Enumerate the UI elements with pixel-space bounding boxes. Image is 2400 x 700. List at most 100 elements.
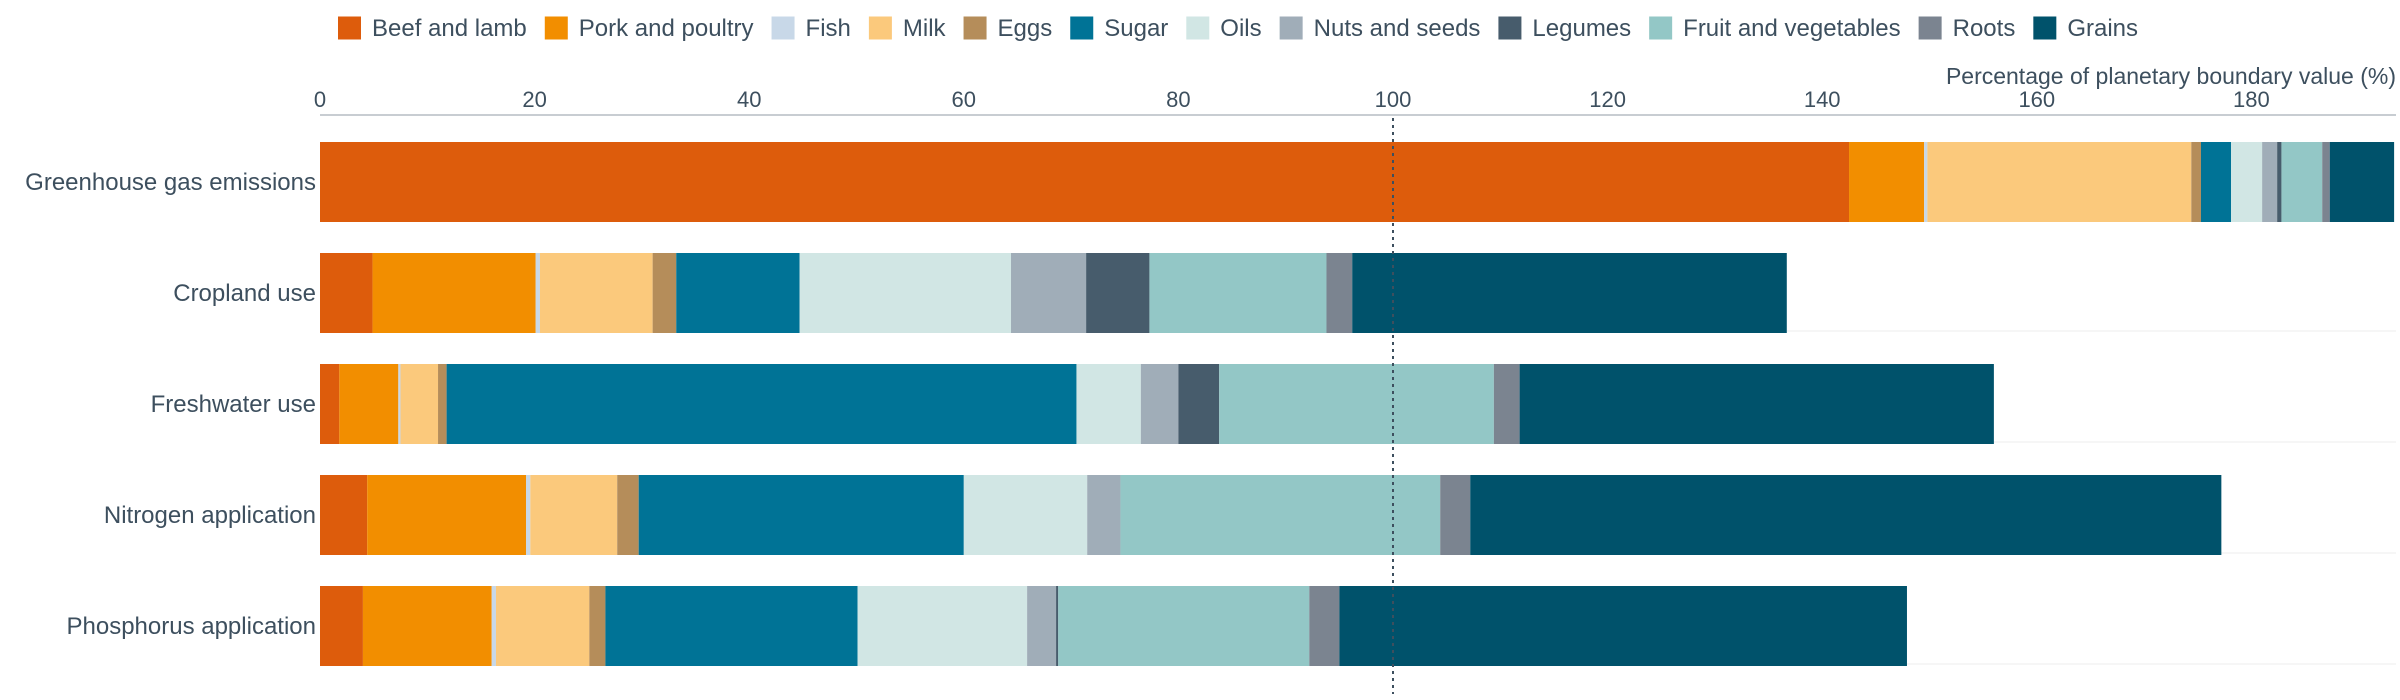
bar-segment-milk [539, 253, 653, 333]
bar-segment-milk [1927, 142, 2192, 222]
bar-segment-sugar [638, 475, 964, 555]
legend-swatch-grains [2033, 16, 2057, 40]
x-tick-label: 0 [314, 87, 326, 112]
legend: Beef and lamb Pork and poultry Fish Milk Egg… [338, 15, 2138, 42]
bar-segment-sugar [2200, 142, 2232, 222]
bar-segment-roots [1326, 253, 1353, 333]
x-tick-label: 20 [522, 87, 546, 112]
bar-segment-nuts-and-seeds [1011, 253, 1087, 333]
bar-segment-beef-and-lamb [320, 364, 340, 444]
bar-segment-grains [1519, 364, 1994, 444]
bar-segment-fish [1924, 142, 1928, 222]
bar-segment-milk [400, 364, 439, 444]
bar-segment-legumes [1178, 364, 1220, 444]
bar-segment-fish [398, 364, 401, 444]
legend-label-oils: Oils [1220, 15, 1261, 42]
x-tick-label: 60 [952, 87, 976, 112]
bar-segment-legumes [2277, 142, 2282, 222]
x-tick-label: 80 [1166, 87, 1190, 112]
legend-swatch-roots [1918, 16, 1942, 40]
x-axis: Percentage of planetary boundary value (… [314, 63, 2396, 116]
bar-segment-eggs [652, 253, 677, 333]
legend-swatch-oils [1186, 16, 1210, 40]
bar-segment-grains [1339, 586, 1907, 666]
bar-segment-fruit-and-vegetables [2281, 142, 2323, 222]
x-tick-label: 160 [2018, 87, 2055, 112]
bar-segment-legumes [1056, 586, 1059, 666]
legend-label-beef-and-lamb: Beef and lamb [372, 15, 527, 42]
legend-label-roots: Roots [1953, 15, 2016, 42]
legend-label-milk: Milk [903, 15, 947, 42]
bar-segment-beef-and-lamb [320, 586, 363, 666]
legend-swatch-fruit-and-vegetables [1649, 16, 1673, 40]
bar-segment-fish [491, 586, 496, 666]
bar-segment-beef-and-lamb [320, 142, 1850, 222]
bar-segment-milk [495, 586, 590, 666]
bar-segment-roots [1309, 586, 1340, 666]
x-tick-label: 40 [737, 87, 761, 112]
bar-segment-beef-and-lamb [320, 475, 368, 555]
bar-segment-pork-and-poultry [362, 586, 492, 666]
bar-segment-fruit-and-vegetables [1120, 475, 1441, 555]
legend-label-nuts-and-seeds: Nuts and seeds [1314, 15, 1481, 42]
bar-segment-oils [963, 475, 1088, 555]
category-label: Greenhouse gas emissions [25, 169, 316, 196]
bar-segment-milk [530, 475, 618, 555]
category-label: Nitrogen application [104, 502, 316, 529]
bar-segment-pork-and-poultry [339, 364, 399, 444]
bar-segment-sugar [605, 586, 858, 666]
bar-segment-roots [1440, 475, 1471, 555]
legend-swatch-fish [771, 16, 795, 40]
bar-segment-oils [857, 586, 1028, 666]
bar-segment-oils [2231, 142, 2263, 222]
legend-label-pork-and-poultry: Pork and poultry [579, 15, 754, 42]
legend-label-fish: Fish [806, 15, 851, 42]
bar-segment-nuts-and-seeds [1087, 475, 1121, 555]
legend-swatch-milk [868, 16, 892, 40]
x-tick-label: 140 [1804, 87, 1841, 112]
bar-segment-fish [526, 475, 531, 555]
category-labels: Greenhouse gas emissions Cropland use Fres… [25, 169, 316, 640]
category-label: Freshwater use [151, 391, 316, 418]
bar-segment-nuts-and-seeds [2262, 142, 2278, 222]
x-tick-label: 120 [1589, 87, 1626, 112]
bar-segment-legumes [1086, 253, 1150, 333]
x-axis-title: Percentage of planetary boundary value (… [1946, 63, 2396, 89]
legend-label-fruit-and-vegetables: Fruit and vegetables [1683, 15, 1900, 42]
bar-segment-roots [1493, 364, 1520, 444]
bar-segment-fruit-and-vegetables [1149, 253, 1327, 333]
legend-label-grains: Grains [2067, 15, 2138, 42]
category-label: Phosphorus application [66, 613, 316, 640]
legend-swatch-sugar [1070, 16, 1094, 40]
bar-segment-oils [799, 253, 1012, 333]
bar-segment-grains [2329, 142, 2395, 222]
legend-label-eggs: Eggs [998, 15, 1053, 42]
bar-segment-fish [535, 253, 540, 333]
bar-segment-pork-and-poultry [1849, 142, 1925, 222]
bar-segment-sugar [446, 364, 1077, 444]
bar-segment-pork-and-poultry [367, 475, 527, 555]
bar-segment-nuts-and-seeds [1027, 586, 1057, 666]
bar-segment-oils [1076, 364, 1141, 444]
bar-segment-eggs [617, 475, 639, 555]
bars [320, 142, 2395, 666]
x-tick-label: 100 [1375, 87, 1412, 112]
bar-segment-roots [2322, 142, 2330, 222]
legend-swatch-legumes [1498, 16, 1522, 40]
category-label: Cropland use [173, 280, 316, 307]
x-tick-label: 180 [2233, 87, 2270, 112]
bar-segment-eggs [438, 364, 447, 444]
bar-segment-pork-and-poultry [372, 253, 536, 333]
bar-segment-grains [1352, 253, 1787, 333]
legend-label-sugar: Sugar [1104, 15, 1168, 42]
legend-swatch-beef-and-lamb [338, 16, 361, 40]
bar-segment-sugar [676, 253, 800, 333]
bar-segment-nuts-and-seeds [1140, 364, 1179, 444]
legend-swatch-nuts-and-seeds [1279, 16, 1303, 40]
legend-swatch-eggs [963, 16, 987, 40]
bar-segment-eggs [589, 586, 606, 666]
legend-swatch-pork-and-poultry [544, 16, 568, 40]
bar-segment-eggs [2191, 142, 2201, 222]
legend-label-legumes: Legumes [1532, 15, 1631, 42]
